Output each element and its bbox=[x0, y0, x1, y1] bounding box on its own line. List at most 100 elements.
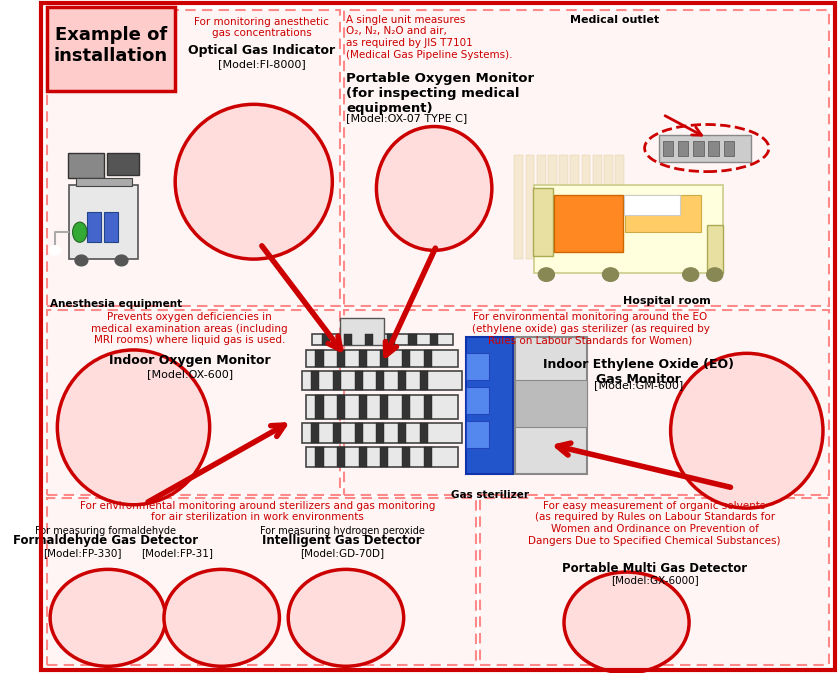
Bar bbox=[68, 153, 104, 178]
Text: [Model:FI-8000]: [Model:FI-8000] bbox=[218, 59, 305, 69]
Bar bbox=[343, 310, 829, 495]
Bar bbox=[355, 423, 362, 443]
Bar bbox=[302, 371, 462, 390]
Bar bbox=[337, 350, 345, 367]
Bar bbox=[359, 395, 367, 419]
Text: For easy measurement of organic solvents
(as required by Rules on Labour Standar: For easy measurement of organic solvents… bbox=[529, 501, 781, 546]
Text: Prevents oxygen deficiencies in
medical examination areas (including
MRI rooms) : Prevents oxygen deficiencies in medical … bbox=[91, 312, 288, 345]
Text: Hospital room: Hospital room bbox=[623, 296, 711, 306]
Bar bbox=[659, 135, 751, 162]
Bar bbox=[302, 423, 462, 443]
Text: [Model:OX-600]: [Model:OX-600] bbox=[147, 369, 232, 379]
Bar bbox=[322, 334, 330, 345]
Bar bbox=[402, 447, 410, 467]
Text: For environmental monitoring around sterilizers and gas monitoring
for air steri: For environmental monitoring around ster… bbox=[80, 501, 435, 522]
Bar bbox=[311, 423, 320, 443]
Bar bbox=[333, 423, 341, 443]
Text: Indoor Ethylene Oxide (EO)
Gas Monitor: Indoor Ethylene Oxide (EO) Gas Monitor bbox=[543, 358, 734, 386]
Bar bbox=[723, 141, 734, 156]
Bar bbox=[663, 141, 673, 156]
Bar bbox=[306, 447, 458, 467]
Text: For measuring hydrogen peroxide: For measuring hydrogen peroxide bbox=[259, 526, 425, 536]
Bar bbox=[47, 7, 175, 91]
Bar bbox=[466, 387, 489, 414]
Bar bbox=[706, 225, 722, 273]
Bar bbox=[420, 371, 428, 390]
Bar bbox=[387, 334, 395, 345]
Bar bbox=[581, 155, 591, 259]
Ellipse shape bbox=[564, 572, 689, 673]
Bar bbox=[624, 195, 680, 215]
Bar bbox=[430, 334, 438, 345]
Ellipse shape bbox=[57, 350, 210, 505]
Bar bbox=[337, 447, 345, 467]
Ellipse shape bbox=[50, 569, 165, 666]
Bar bbox=[333, 371, 341, 390]
Bar bbox=[466, 336, 513, 474]
Bar bbox=[402, 395, 410, 419]
Bar bbox=[466, 421, 489, 448]
Ellipse shape bbox=[164, 569, 279, 666]
Text: For measuring formaldehyde: For measuring formaldehyde bbox=[35, 526, 176, 536]
Bar bbox=[604, 155, 613, 259]
Bar bbox=[47, 498, 476, 665]
Bar bbox=[380, 350, 388, 367]
Text: A single unit measures
O₂, N₂, N₂O and air,
as required by JIS T7101
(Medical Ga: A single unit measures O₂, N₂, N₂O and a… bbox=[346, 15, 513, 60]
Bar bbox=[708, 141, 719, 156]
Bar bbox=[593, 155, 602, 259]
Bar bbox=[377, 371, 384, 390]
Bar bbox=[571, 155, 579, 259]
Ellipse shape bbox=[289, 569, 404, 666]
Bar bbox=[548, 155, 557, 259]
Ellipse shape bbox=[175, 104, 332, 259]
Bar bbox=[514, 155, 524, 259]
Text: [Model:GX-6000]: [Model:GX-6000] bbox=[611, 575, 699, 586]
Bar bbox=[555, 195, 623, 252]
Bar bbox=[365, 334, 373, 345]
Text: Portable Multi Gas Detector: Portable Multi Gas Detector bbox=[562, 562, 748, 575]
Bar bbox=[343, 10, 829, 306]
Circle shape bbox=[115, 255, 128, 266]
Text: Anesthesia equipment: Anesthesia equipment bbox=[50, 299, 182, 310]
Bar bbox=[70, 185, 138, 259]
Text: [Model:GD-70D]: [Model:GD-70D] bbox=[300, 548, 384, 558]
Bar bbox=[515, 336, 587, 474]
Bar bbox=[615, 155, 624, 259]
Bar bbox=[341, 318, 384, 345]
Circle shape bbox=[75, 255, 88, 266]
Bar bbox=[47, 310, 340, 495]
Bar bbox=[424, 447, 432, 467]
Circle shape bbox=[602, 268, 618, 281]
Bar bbox=[480, 498, 829, 665]
Bar bbox=[402, 350, 410, 367]
Bar bbox=[306, 350, 458, 367]
Bar bbox=[424, 350, 432, 367]
Bar bbox=[337, 395, 345, 419]
Text: Optical Gas Indicator: Optical Gas Indicator bbox=[188, 44, 336, 57]
Bar bbox=[625, 195, 701, 232]
Ellipse shape bbox=[72, 222, 87, 242]
Bar bbox=[420, 423, 428, 443]
Bar bbox=[343, 334, 352, 345]
Text: Medical outlet: Medical outlet bbox=[570, 15, 659, 25]
Bar bbox=[359, 350, 367, 367]
Text: [Model:GM-600]: [Model:GM-600] bbox=[594, 380, 683, 390]
Text: [Model:FP-31]: [Model:FP-31] bbox=[142, 548, 214, 558]
Bar bbox=[87, 212, 102, 242]
Bar bbox=[534, 185, 722, 273]
Bar bbox=[104, 212, 118, 242]
Bar bbox=[380, 447, 388, 467]
Bar bbox=[515, 380, 587, 427]
Bar bbox=[107, 153, 139, 175]
Text: Formaldehyde Gas Detector: Formaldehyde Gas Detector bbox=[13, 534, 198, 547]
Text: Indoor Oxygen Monitor: Indoor Oxygen Monitor bbox=[109, 354, 270, 367]
Text: Intelligent Gas Detector: Intelligent Gas Detector bbox=[262, 534, 422, 547]
Bar bbox=[315, 395, 324, 419]
Text: Portable Oxygen Monitor
(for inspecting medical
equipment): Portable Oxygen Monitor (for inspecting … bbox=[346, 72, 534, 115]
Text: [Model:FP-330]: [Model:FP-330] bbox=[43, 548, 122, 558]
Bar bbox=[359, 447, 367, 467]
Bar bbox=[311, 371, 320, 390]
Text: Gas sterilizer: Gas sterilizer bbox=[451, 490, 529, 500]
Bar bbox=[693, 141, 704, 156]
Bar bbox=[678, 141, 688, 156]
